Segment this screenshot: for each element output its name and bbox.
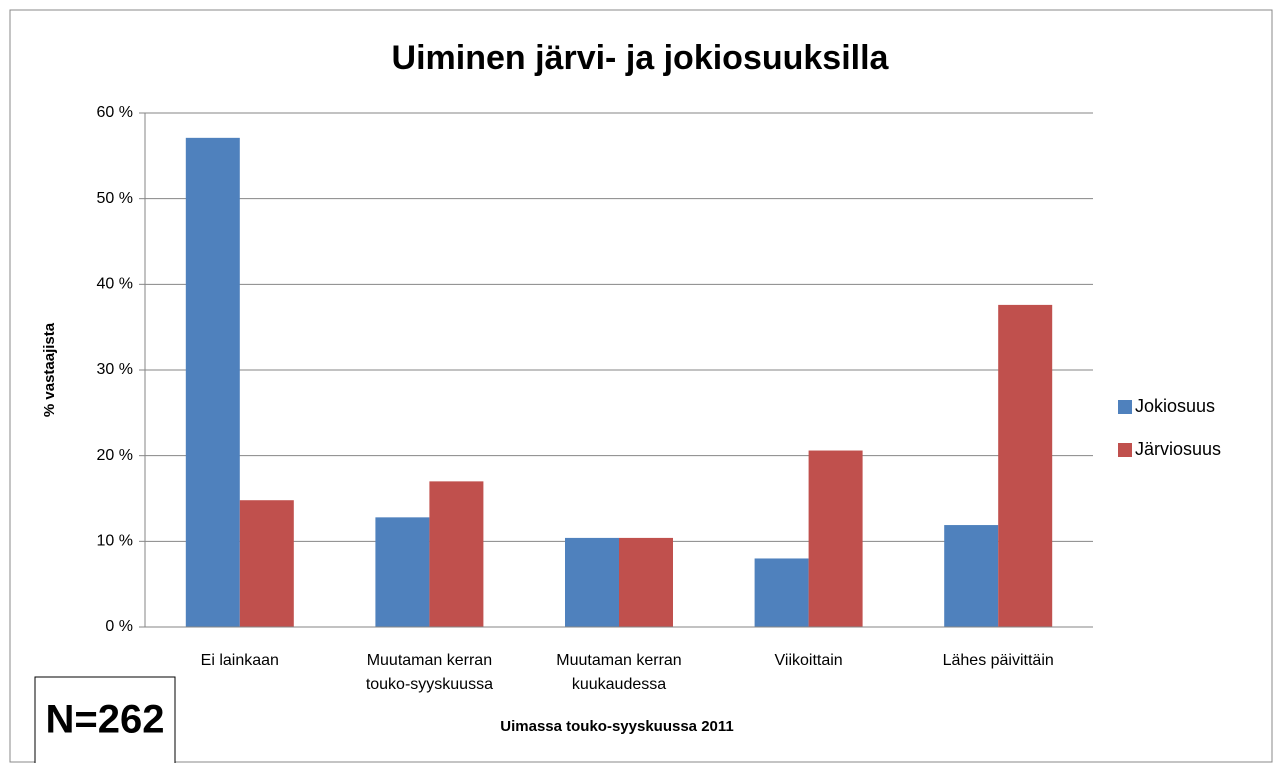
chart-title: Uiminen järvi- ja jokiosuuksilla — [392, 39, 890, 77]
y-tick-label: 10 % — [97, 533, 133, 550]
bar — [944, 525, 999, 627]
x-tick-label-line: Muutaman kerran — [367, 652, 492, 669]
x-tick-label: Viikoittain — [775, 652, 843, 669]
bar — [185, 137, 240, 628]
y-tick-label: 40 % — [97, 276, 133, 293]
x-axis-label: Uimassa touko-syyskuussa 2011 — [500, 718, 733, 735]
bar — [808, 450, 863, 627]
bar — [239, 500, 294, 627]
annotation: N=262 — [46, 698, 165, 742]
annotation-box — [34, 676, 176, 766]
x-tick-label: Muutaman kerran touko-syyskuussa — [366, 652, 493, 693]
x-tick-label: Lähes päivittäin — [943, 652, 1054, 669]
y-tick-label: 30 % — [97, 361, 133, 378]
bar — [375, 517, 430, 627]
bar — [998, 304, 1053, 627]
y-tick-label: 20 % — [97, 447, 133, 464]
y-axis-label: % vastaajista — [41, 322, 58, 417]
x-tick-label: Ei lainkaan — [201, 652, 279, 669]
x-tick-label-line: Lähes päivittäin — [943, 652, 1054, 669]
bar — [429, 481, 484, 627]
y-tick-label: 60 % — [97, 104, 133, 121]
y-tick-label: 50 % — [97, 190, 133, 207]
bar — [565, 537, 619, 627]
legend-label: Jokiosuus — [1135, 396, 1215, 416]
legend-swatch — [1118, 400, 1132, 414]
x-tick-label-line: touko-syyskuussa — [366, 676, 493, 693]
legend-swatch — [1118, 443, 1132, 457]
x-tick-label-line: kuukaudessa — [572, 676, 666, 693]
x-tick-label-line: Ei lainkaan — [201, 652, 279, 669]
x-tick-label-line: Viikoittain — [775, 652, 843, 669]
x-tick-label-line: Muutaman kerran — [556, 652, 681, 669]
legend-label: Järviosuus — [1135, 439, 1221, 459]
y-tick-label: 0 % — [105, 618, 133, 635]
bar — [754, 558, 809, 627]
x-tick-label: Muutaman kerran kuukaudessa — [556, 652, 681, 693]
bar — [619, 537, 673, 627]
